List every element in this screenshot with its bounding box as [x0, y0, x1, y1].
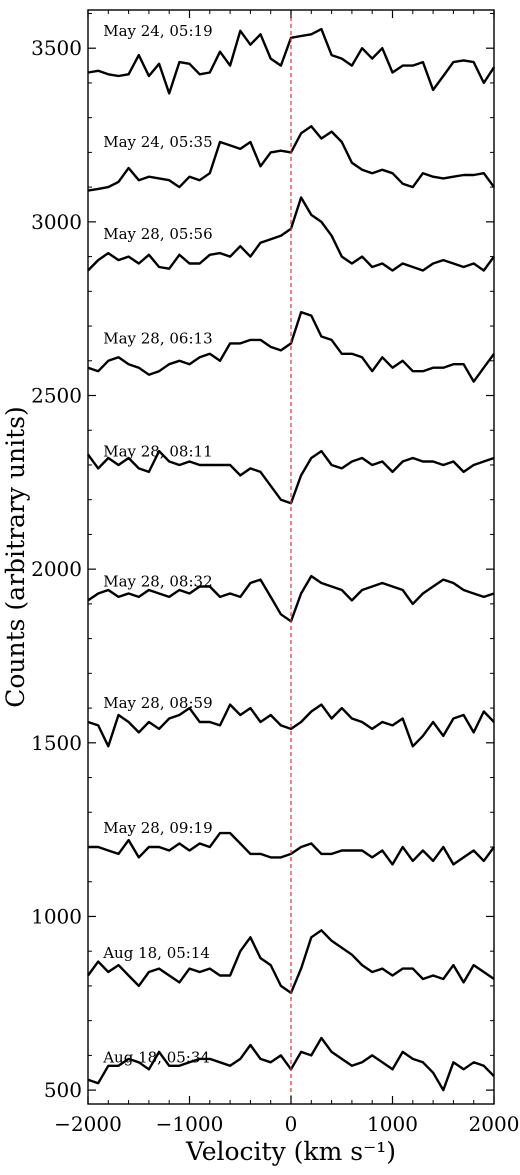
series-label-6: May 28, 08:32 — [103, 573, 212, 591]
series-label-2: May 24, 05:35 — [103, 133, 212, 151]
series-label-8: May 28, 09:19 — [103, 819, 212, 837]
x-axis-title: Velocity (km s⁻¹) — [185, 1137, 396, 1166]
y-tick-label: 1500 — [31, 731, 82, 755]
y-tick-label: 3500 — [31, 36, 82, 60]
series-label-3: May 28, 05:56 — [103, 225, 212, 243]
series-label-1: May 24, 05:19 — [103, 22, 212, 40]
series-label-4: May 28, 06:13 — [103, 329, 212, 347]
x-tick-label: 0 — [285, 1112, 298, 1136]
series-label-10: Aug 18, 05:34 — [102, 1048, 210, 1066]
series-label-9: Aug 18, 05:14 — [102, 944, 210, 962]
y-tick-label: 1000 — [31, 904, 82, 928]
x-tick-label: 2000 — [469, 1112, 520, 1136]
y-tick-label: 2000 — [31, 557, 82, 581]
x-tick-label: 1000 — [367, 1112, 418, 1136]
y-tick-label: 500 — [44, 1078, 82, 1102]
spectrum-line-7 — [87, 703, 495, 748]
x-tick-label: −1000 — [156, 1112, 224, 1136]
series-label-layer: May 24, 05:19 May 24, 05:35 May 28, 05:56 M… — [102, 22, 212, 1066]
spectrum-line-1 — [87, 27, 496, 95]
x-tick-label: −2000 — [54, 1112, 122, 1136]
axis-ticks: −2000 −1000 0 1000 2000 500 1000 1500 2000 2500 30… — [31, 10, 519, 1136]
y-tick-label: 2500 — [31, 384, 82, 408]
series-label-7: May 28, 08:59 — [103, 694, 212, 712]
series-label-5: May 28, 08:11 — [103, 442, 212, 460]
y-tick-label: 3000 — [31, 210, 82, 234]
y-axis-title: Counts (arbitrary units) — [1, 406, 30, 708]
spectrum-line-4 — [87, 311, 495, 383]
